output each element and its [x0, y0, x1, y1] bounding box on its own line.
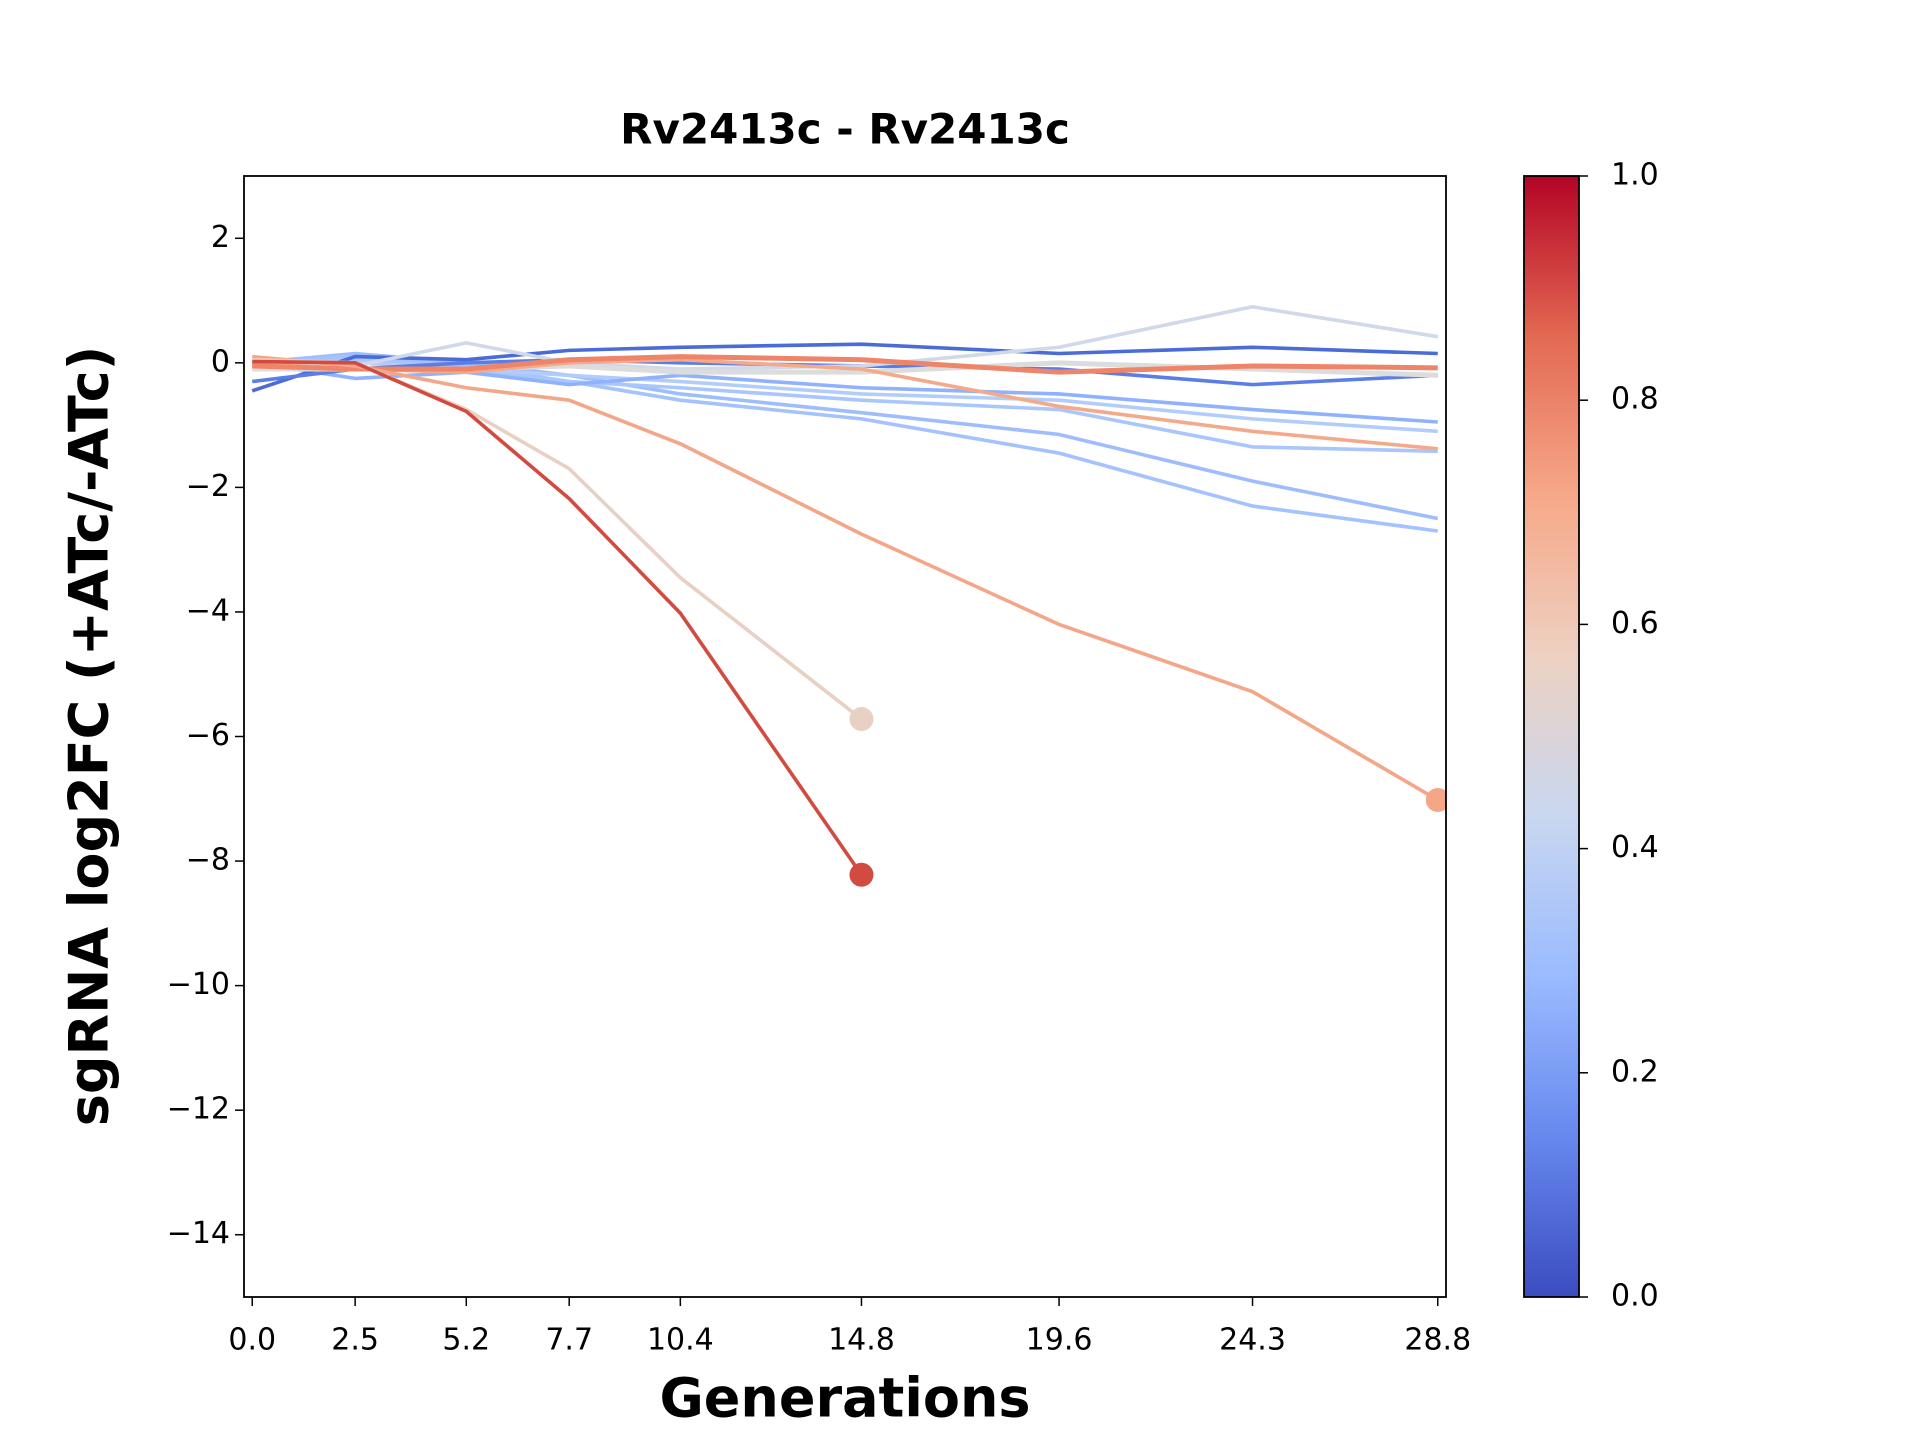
x-tick-label: 19.6: [1026, 1323, 1093, 1358]
end-marker: [1425, 788, 1446, 813]
y-tick-label: −14: [167, 1216, 230, 1251]
x-tick-label: 10.4: [647, 1323, 714, 1358]
colorbar-tick-label: 0.2: [1611, 1054, 1659, 1089]
chart-title: Rv2413c - Rv2413c: [620, 105, 1070, 154]
plot-area: [251, 304, 1446, 887]
colorbar-tick-label: 0.8: [1611, 382, 1659, 417]
series-line: [252, 357, 863, 721]
y-tick-label: −4: [186, 593, 230, 628]
y-tick-label: −12: [167, 1092, 230, 1127]
x-tick-label: 28.8: [1404, 1323, 1471, 1358]
colorbar-tick-label: 1.0: [1611, 158, 1659, 193]
series-line: [252, 357, 1438, 454]
x-tick-label: 0.0: [228, 1323, 276, 1358]
series-line: [252, 354, 1439, 802]
y-tick-label: 2: [211, 220, 230, 255]
colorbar-tick-label: 0.4: [1611, 830, 1659, 865]
x-tick-label: 7.7: [545, 1323, 593, 1358]
x-tick-label: 5.2: [442, 1323, 490, 1358]
colorbar-tick-label: 0.0: [1611, 1279, 1659, 1314]
colorbar: [1523, 175, 1580, 1298]
series-line: [252, 351, 1439, 521]
y-tick-label: −8: [186, 843, 230, 878]
x-tick-label: 2.5: [331, 1323, 379, 1358]
colorbar-tick-label: 0.6: [1611, 606, 1659, 641]
plot-frame: [243, 175, 1447, 1298]
x-tick-label: 14.8: [828, 1323, 895, 1358]
series-line: [251, 361, 1438, 424]
y-tick-label: −2: [186, 469, 230, 504]
y-tick-label: −10: [167, 967, 230, 1002]
y-tick-label: −6: [186, 718, 230, 753]
series-line: [252, 359, 863, 876]
y-axis-label: sgRNA log2FC (+ATc/-ATc): [58, 346, 121, 1127]
series-line: [252, 361, 1438, 434]
x-tick-label: 24.3: [1219, 1323, 1286, 1358]
end-marker: [849, 707, 874, 732]
series-line: [252, 354, 1438, 375]
y-tick-label: 0: [211, 344, 230, 379]
series-line: [252, 304, 1439, 371]
x-axis-label: Generations: [659, 1367, 1030, 1430]
end-marker: [849, 862, 874, 887]
